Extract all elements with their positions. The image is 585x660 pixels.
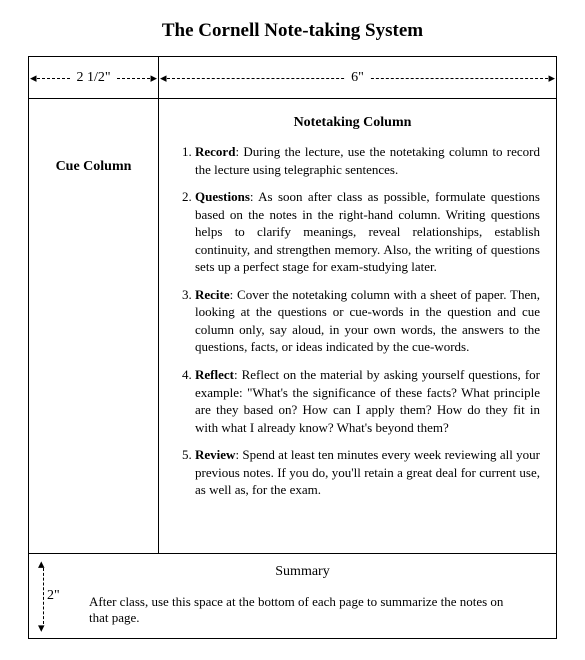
step-desc: : Spend at least ten minutes every week … <box>195 447 540 497</box>
notetaking-column: Notetaking Column Record: During the lec… <box>159 99 556 553</box>
cornell-note-page: The Cornell Note-taking System ◂ ▸ 2 1/2… <box>0 0 585 649</box>
note-frame: ◂ ▸ 2 1/2" ◂ ▸ 6" Cue Column Notetaking … <box>28 56 557 639</box>
step-term: Record <box>195 144 235 159</box>
summary-height-dimension: ▴ ▾ 2" <box>33 560 61 632</box>
summary-heading: Summary <box>69 564 536 580</box>
step-desc: : Reflect on the material by asking your… <box>195 367 540 435</box>
list-item: Questions: As soon after class as possib… <box>195 188 540 276</box>
dimension-row: ◂ ▸ 2 1/2" ◂ ▸ 6" <box>29 57 556 99</box>
summary-row: ▴ ▾ 2" Summary After class, use this spa… <box>29 553 556 638</box>
cue-width-dimension: ◂ ▸ 2 1/2" <box>29 57 159 98</box>
notetaking-heading: Notetaking Column <box>165 115 540 131</box>
list-item: Reflect: Reflect on the material by aski… <box>195 366 540 436</box>
note-width-label: 6" <box>345 70 370 86</box>
summary-text: After class, use this space at the botto… <box>69 594 536 626</box>
list-item: Review: Spend at least ten minutes every… <box>195 446 540 499</box>
steps-list: Record: During the lecture, use the note… <box>165 143 540 499</box>
note-width-dimension: ◂ ▸ 6" <box>159 57 556 98</box>
step-term: Recite <box>195 287 230 302</box>
page-title: The Cornell Note-taking System <box>28 20 557 42</box>
step-term: Reflect <box>195 367 234 382</box>
summary-height-label: 2" <box>47 586 60 606</box>
list-item: Recite: Cover the notetaking column with… <box>195 286 540 356</box>
cue-column-heading: Cue Column <box>35 159 152 175</box>
step-desc: : Cover the notetaking column with a she… <box>195 287 540 355</box>
step-term: Review <box>195 447 235 462</box>
step-term: Questions <box>195 189 250 204</box>
cue-width-label: 2 1/2" <box>70 70 116 86</box>
step-desc: : During the lecture, use the notetaking… <box>195 144 540 177</box>
main-row: Cue Column Notetaking Column Record: Dur… <box>29 99 556 553</box>
cue-column: Cue Column <box>29 99 159 553</box>
list-item: Record: During the lecture, use the note… <box>195 143 540 178</box>
